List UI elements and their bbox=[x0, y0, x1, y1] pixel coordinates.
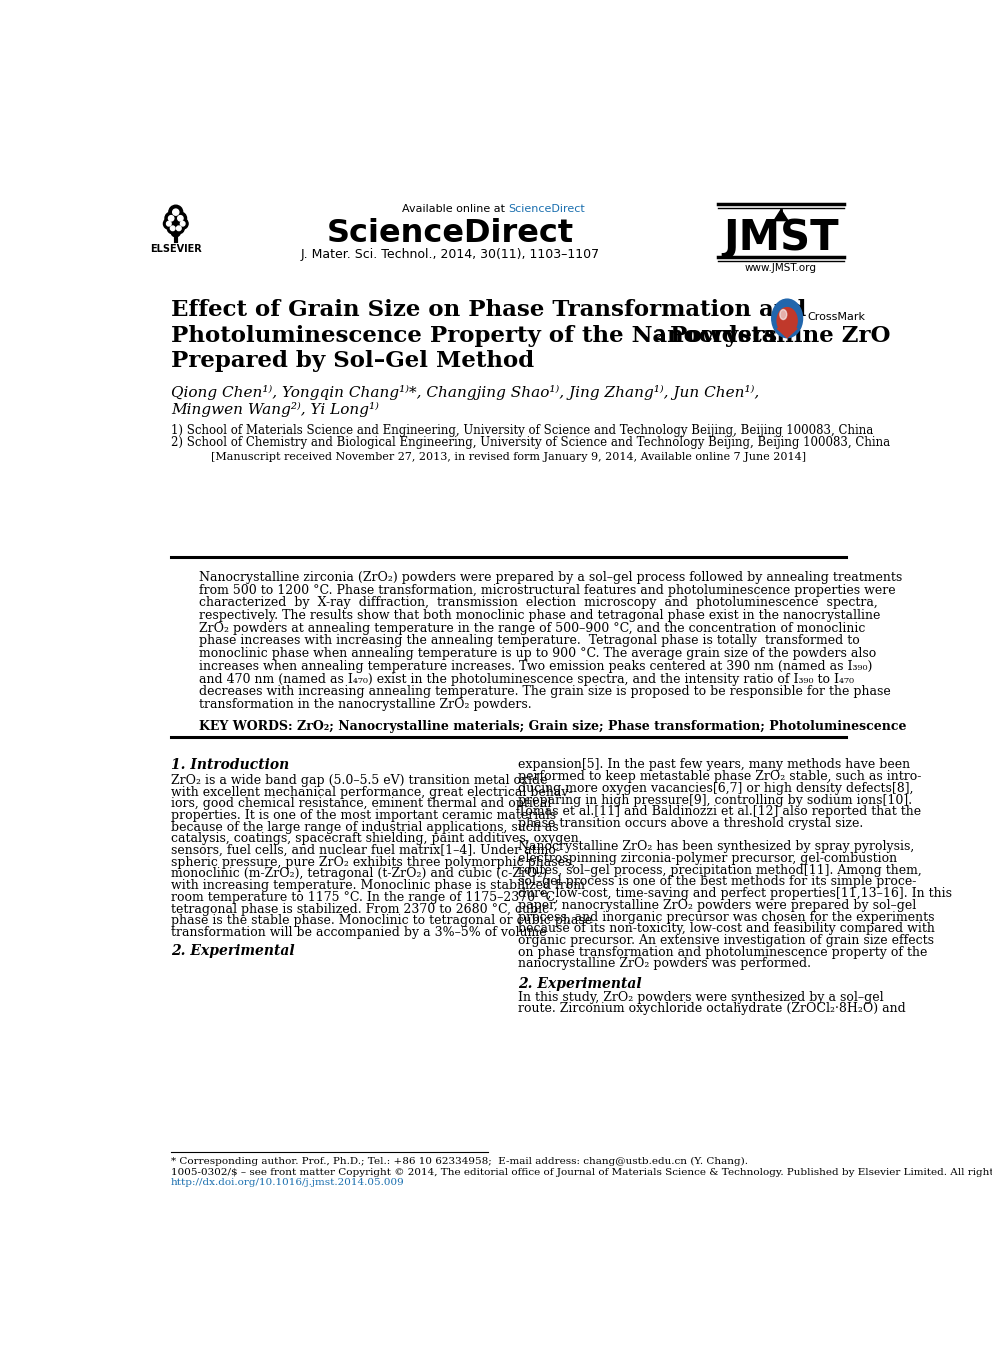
Text: performed to keep metastable phase ZrO₂ stable, such as intro-: performed to keep metastable phase ZrO₂ … bbox=[518, 770, 921, 784]
Text: iors, good chemical resistance, eminent thermal and optical: iors, good chemical resistance, eminent … bbox=[172, 797, 552, 810]
Text: monoclinic phase when annealing temperature is up to 900 °C. The average grain s: monoclinic phase when annealing temperat… bbox=[198, 647, 876, 660]
Text: electrospinning zirconia-polymer precursor, gel-combustion: electrospinning zirconia-polymer precurs… bbox=[518, 852, 897, 864]
Circle shape bbox=[172, 227, 181, 237]
Circle shape bbox=[177, 226, 182, 230]
Text: characterized  by  X-ray  diffraction,  transmission  election  microscopy  and : characterized by X-ray diffraction, tran… bbox=[198, 596, 878, 610]
Text: 1005-0302/$ – see front matter Copyright © 2014, The editorial office of Journal: 1005-0302/$ – see front matter Copyright… bbox=[172, 1167, 992, 1177]
Text: paper, nanocrystalline ZrO₂ powders were prepared by sol–gel: paper, nanocrystalline ZrO₂ powders were… bbox=[518, 899, 916, 912]
Circle shape bbox=[181, 222, 185, 226]
Text: because of its non-toxicity, low-cost and feasibility compared with: because of its non-toxicity, low-cost an… bbox=[518, 922, 934, 936]
Text: Nanocrystalline zirconia (ZrO₂) powders were prepared by a sol–gel process follo: Nanocrystalline zirconia (ZrO₂) powders … bbox=[198, 571, 902, 584]
Text: 2. Experimental: 2. Experimental bbox=[518, 977, 641, 991]
Text: www.JMST.org: www.JMST.org bbox=[745, 263, 817, 273]
Circle shape bbox=[171, 226, 175, 230]
Text: spheric pressure, pure ZrO₂ exhibits three polymorphic phases,: spheric pressure, pure ZrO₂ exhibits thr… bbox=[172, 856, 575, 869]
Text: In this study, ZrO₂ powders were synthesized by a sol–gel: In this study, ZrO₂ powders were synthes… bbox=[518, 991, 883, 1004]
Text: catalysis, coatings, spacecraft shielding, paint additives, oxygen: catalysis, coatings, spacecraft shieldin… bbox=[172, 833, 579, 845]
Text: decreases with increasing annealing temperature. The grain size is proposed to b: decreases with increasing annealing temp… bbox=[198, 685, 891, 699]
Circle shape bbox=[175, 212, 186, 225]
Text: * Corresponding author. Prof., Ph.D.; Tel.: +86 10 62334958;  E-mail address: ch: * Corresponding author. Prof., Ph.D.; Te… bbox=[172, 1156, 748, 1166]
Text: Photoluminescence Property of the Nanocrystalline ZrO: Photoluminescence Property of the Nanocr… bbox=[172, 325, 891, 347]
Circle shape bbox=[178, 215, 184, 221]
Text: J. Mater. Sci. Technol., 2014, 30(11), 1103–1107: J. Mater. Sci. Technol., 2014, 30(11), 1… bbox=[301, 248, 599, 260]
Text: 2: 2 bbox=[655, 329, 666, 342]
Circle shape bbox=[167, 222, 172, 226]
Circle shape bbox=[173, 210, 179, 215]
Text: dure, low-cost, time-saving and perfect properties[11,13–16]. In this: dure, low-cost, time-saving and perfect … bbox=[518, 888, 951, 900]
Text: tetragonal phase is stabilized. From 2370 to 2680 °C, cubic: tetragonal phase is stabilized. From 237… bbox=[172, 903, 550, 915]
Circle shape bbox=[174, 223, 185, 234]
Text: Available online at: Available online at bbox=[402, 204, 508, 215]
Polygon shape bbox=[774, 210, 788, 221]
Text: preparing in high pressure[9], controlling by sodium ions[10].: preparing in high pressure[9], controlli… bbox=[518, 793, 912, 807]
Text: because of the large range of industrial applications, such as: because of the large range of industrial… bbox=[172, 821, 558, 834]
Text: ScienceDirect: ScienceDirect bbox=[508, 204, 585, 215]
Circle shape bbox=[169, 215, 174, 221]
Text: monoclinic (m-ZrO₂), tetragonal (t-ZrO₂) and cubic (c-ZrO₂): monoclinic (m-ZrO₂), tetragonal (t-ZrO₂)… bbox=[172, 867, 548, 881]
Text: http://dx.doi.org/10.1016/j.jmst.2014.05.009: http://dx.doi.org/10.1016/j.jmst.2014.05… bbox=[172, 1178, 405, 1188]
Text: Nanocrystalline ZrO₂ has been synthesized by spray pyrolysis,: Nanocrystalline ZrO₂ has been synthesize… bbox=[518, 840, 914, 854]
Text: on phase transformation and photoluminescence property of the: on phase transformation and photolumines… bbox=[518, 945, 927, 959]
Ellipse shape bbox=[777, 308, 798, 334]
Text: phase is the stable phase. Monoclinic to tetragonal or cubic phase: phase is the stable phase. Monoclinic to… bbox=[172, 914, 592, 927]
Text: process, and inorganic precursor was chosen for the experiments: process, and inorganic precursor was cho… bbox=[518, 911, 934, 923]
Text: from 500 to 1200 °C. Phase transformation, microstructural features and photolum: from 500 to 1200 °C. Phase transformatio… bbox=[198, 584, 896, 597]
Text: 2) School of Chemistry and Biological Engineering, University of Science and Tec: 2) School of Chemistry and Biological En… bbox=[172, 436, 890, 449]
Ellipse shape bbox=[772, 299, 803, 337]
Text: sensors, fuel cells, and nuclear fuel matrix[1–4]. Under atmo-: sensors, fuel cells, and nuclear fuel ma… bbox=[172, 844, 560, 858]
Text: 2. Experimental: 2. Experimental bbox=[172, 944, 295, 958]
Text: organic precursor. An extensive investigation of grain size effects: organic precursor. An extensive investig… bbox=[518, 934, 933, 947]
Text: 1. Introduction: 1. Introduction bbox=[172, 759, 290, 773]
Text: CrossMark: CrossMark bbox=[807, 312, 865, 322]
Text: routes, sol–gel process, precipitation method[11]. Among them,: routes, sol–gel process, precipitation m… bbox=[518, 864, 922, 877]
Ellipse shape bbox=[780, 310, 787, 319]
Text: room temperature to 1175 °C. In the range of 1175–2370 °C,: room temperature to 1175 °C. In the rang… bbox=[172, 890, 558, 904]
Text: increases when annealing temperature increases. Two emission peaks centered at 3: increases when annealing temperature inc… bbox=[198, 660, 872, 673]
Text: ducing more oxygen vacancies[6,7] or high density defects[8],: ducing more oxygen vacancies[6,7] or hig… bbox=[518, 782, 914, 795]
Circle shape bbox=[168, 223, 179, 234]
Text: phase increases with increasing the annealing temperature.  Tetragonal phase is : phase increases with increasing the anne… bbox=[198, 634, 860, 648]
Text: Mingwen Wang²⁾, Yi Long¹⁾: Mingwen Wang²⁾, Yi Long¹⁾ bbox=[172, 403, 379, 418]
Text: Powders: Powders bbox=[662, 325, 777, 347]
Text: transformation in the nanocrystalline ZrO₂ powders.: transformation in the nanocrystalline Zr… bbox=[198, 697, 532, 711]
Text: properties. It is one of the most important ceramic materials: properties. It is one of the most import… bbox=[172, 808, 557, 822]
Text: KEY WORDS: ZrO₂; Nanocrystalline materials; Grain size; Phase transformation; Ph: KEY WORDS: ZrO₂; Nanocrystalline materia… bbox=[198, 721, 907, 733]
Text: ZrO₂ is a wide band gap (5.0–5.5 eV) transition metal oxide: ZrO₂ is a wide band gap (5.0–5.5 eV) tra… bbox=[172, 774, 548, 786]
Text: with excellent mechanical performance, great electrical behav-: with excellent mechanical performance, g… bbox=[172, 785, 572, 799]
Text: ScienceDirect: ScienceDirect bbox=[326, 218, 573, 249]
Text: sol–gel process is one of the best methods for its simple proce-: sol–gel process is one of the best metho… bbox=[518, 875, 916, 889]
Text: phase transition occurs above a threshold crystal size.: phase transition occurs above a threshol… bbox=[518, 817, 863, 830]
Text: transformation will be accompanied by a 3%–5% of volume: transformation will be accompanied by a … bbox=[172, 926, 547, 938]
Text: expansion[5]. In the past few years, many methods have been: expansion[5]. In the past few years, man… bbox=[518, 759, 910, 771]
Circle shape bbox=[169, 206, 183, 219]
Text: route. Zirconium oxychloride octahydrate (ZrOCl₂·8H₂O) and: route. Zirconium oxychloride octahydrate… bbox=[518, 1003, 906, 1015]
Text: [Manuscript received November 27, 2013, in revised form January 9, 2014, Availab: [Manuscript received November 27, 2013, … bbox=[211, 452, 806, 462]
Text: with increasing temperature. Monoclinic phase is stabilized from: with increasing temperature. Monoclinic … bbox=[172, 880, 585, 892]
Text: Prepared by Sol–Gel Method: Prepared by Sol–Gel Method bbox=[172, 349, 535, 373]
Circle shape bbox=[178, 218, 188, 229]
Circle shape bbox=[164, 218, 175, 229]
Text: Effect of Grain Size on Phase Transformation and: Effect of Grain Size on Phase Transforma… bbox=[172, 299, 806, 321]
Polygon shape bbox=[777, 329, 798, 337]
Text: Tomas et al.[11] and Baldinozzi et al.[12] also reported that the: Tomas et al.[11] and Baldinozzi et al.[1… bbox=[518, 806, 921, 818]
Text: 1) School of Materials Science and Engineering, University of Science and Techno: 1) School of Materials Science and Engin… bbox=[172, 423, 873, 437]
Text: ELSEVIER: ELSEVIER bbox=[150, 244, 201, 255]
Text: and 470 nm (named as I₄₇₀) exist in the photoluminescence spectra, and the inten: and 470 nm (named as I₄₇₀) exist in the … bbox=[198, 673, 854, 685]
Text: JMST: JMST bbox=[723, 216, 839, 259]
Text: respectively. The results show that both monoclinic phase and tetragonal phase e: respectively. The results show that both… bbox=[198, 610, 880, 622]
Text: ZrO₂ powders at annealing temperature in the range of 500–900 °C, and the concen: ZrO₂ powders at annealing temperature in… bbox=[198, 622, 865, 634]
Text: Qiong Chen¹⁾, Yongqin Chang¹⁾*, Changjing Shao¹⁾, Jing Zhang¹⁾, Jun Chen¹⁾,: Qiong Chen¹⁾, Yongqin Chang¹⁾*, Changjin… bbox=[172, 385, 760, 400]
Text: nanocrystalline ZrO₂ powders was performed.: nanocrystalline ZrO₂ powders was perform… bbox=[518, 958, 810, 970]
Circle shape bbox=[165, 212, 178, 225]
